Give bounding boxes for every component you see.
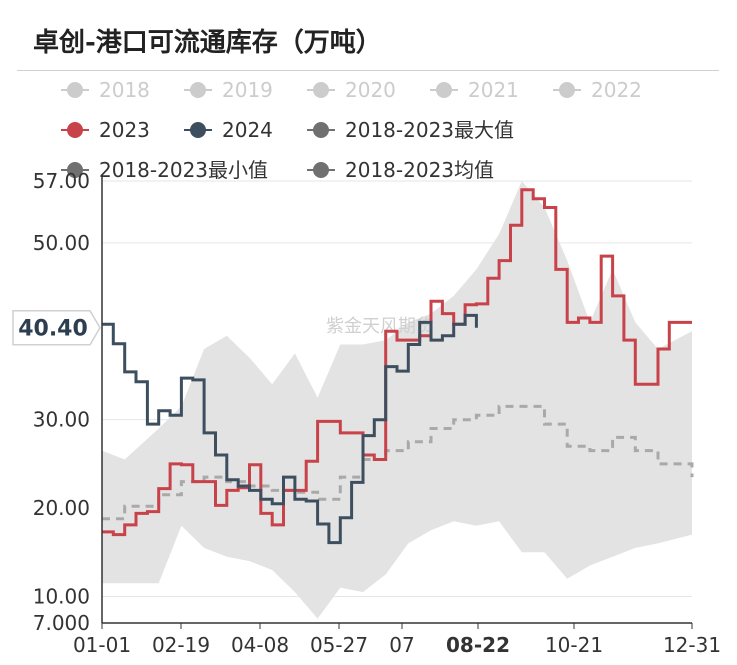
title-divider — [17, 70, 719, 71]
max-min-band — [102, 181, 692, 619]
chart-title: 卓创-港口可流通库存（万吨） — [33, 28, 382, 58]
x-tick-label: 02-19 — [152, 633, 210, 657]
legend-marker-2019[interactable] — [190, 82, 206, 98]
legend-label-2018-2023均值[interactable]: 2018-2023均值 — [345, 158, 494, 182]
legend-label-2023[interactable]: 2023 — [99, 118, 150, 142]
series-line-2024 — [102, 313, 478, 545]
y-tick-label: 20.00 — [33, 496, 90, 520]
legend-marker-2018-2023均值[interactable] — [313, 162, 329, 178]
x-tick-label: 04-08 — [231, 633, 289, 657]
legend-label-2018[interactable]: 2018 — [99, 78, 150, 102]
series-line-average — [102, 404, 694, 521]
legend-label-2024[interactable]: 2024 — [222, 118, 273, 142]
y-tick-label: 50.00 — [33, 231, 90, 255]
legend-label-2022[interactable]: 2022 — [591, 78, 642, 102]
legend-marker-2024[interactable] — [190, 122, 206, 138]
x-tick-label: 12-31 — [663, 633, 721, 657]
legend-label-2018-2023最大值[interactable]: 2018-2023最大值 — [345, 118, 514, 142]
legend-label-2021[interactable]: 2021 — [468, 78, 519, 102]
y-tick-label: 7.000 — [33, 611, 90, 635]
x-tick-label: 01-01 — [73, 633, 131, 657]
y-tick-label: 57.00 — [33, 169, 90, 193]
watermark: 紫金天风期货 — [326, 316, 434, 337]
legend-marker-2020[interactable] — [313, 82, 329, 98]
legend-label-2020[interactable]: 2020 — [345, 78, 396, 102]
legend-marker-2018-2023最小值[interactable] — [67, 162, 83, 178]
x-tick-label: 05-27 — [310, 633, 368, 657]
y-tick-label: 30.00 — [33, 408, 90, 432]
legend-label-2019[interactable]: 2019 — [222, 78, 273, 102]
y-pointer-label: 40.40 — [18, 317, 88, 342]
x-tick-label: 07 — [389, 633, 414, 657]
legend-marker-2023[interactable] — [67, 122, 83, 138]
series-line-2023 — [102, 188, 692, 537]
x-tick-label: 08-22 — [446, 633, 510, 657]
legend-marker-2022[interactable] — [559, 82, 575, 98]
legend-marker-2018[interactable] — [67, 82, 83, 98]
y-pointer-box — [12, 309, 101, 346]
y-tick-label: 10.00 — [33, 584, 90, 608]
legend-marker-2018-2023最大值[interactable] — [313, 122, 329, 138]
legend-label-2018-2023最小值[interactable]: 2018-2023最小值 — [99, 158, 268, 182]
x-tick-label: 10-21 — [545, 633, 603, 657]
legend-marker-2021[interactable] — [436, 82, 452, 98]
